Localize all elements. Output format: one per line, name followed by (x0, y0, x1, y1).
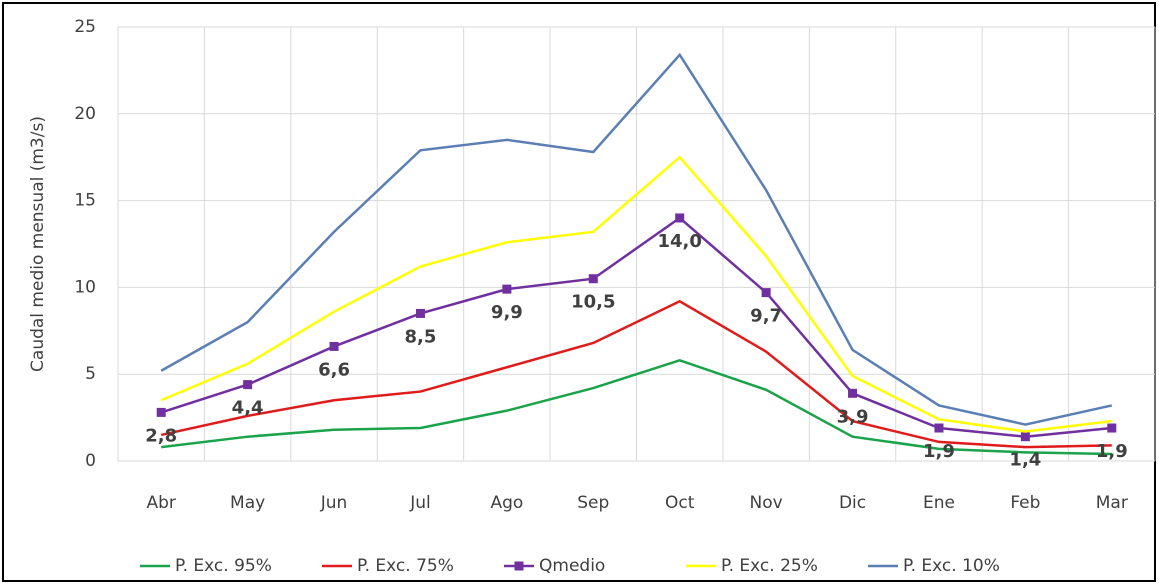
y-tick-label: 5 (85, 364, 96, 384)
x-tick-label: Mar (1096, 493, 1128, 513)
series-line (161, 358, 1112, 456)
x-tick-label: May (230, 493, 265, 513)
data-label: 9,9 (491, 302, 523, 323)
point-marker (934, 423, 944, 433)
point-marker (1020, 432, 1030, 442)
legend-label: P. Exc. 10% (903, 556, 1000, 576)
legend-label: Qmedio (539, 556, 605, 576)
data-label: 10,5 (571, 292, 615, 313)
point-marker (675, 213, 685, 223)
legend-label: P. Exc. 75% (357, 556, 454, 576)
x-tick-label: Ene (923, 493, 955, 513)
series-line (160, 155, 1112, 433)
legend-label: P. Exc. 95% (175, 556, 272, 576)
y-tick-label: 25 (74, 17, 96, 37)
series-line (160, 52, 1113, 426)
point-marker (1107, 423, 1117, 433)
point-marker (415, 308, 425, 318)
data-label: 9,7 (750, 306, 782, 327)
data-label: 3,9 (837, 406, 869, 427)
legend-label: P. Exc. 25% (721, 556, 818, 576)
point-marker (588, 274, 598, 284)
data-label: 1,9 (923, 441, 955, 462)
series-line (160, 216, 1112, 438)
point-marker (156, 407, 166, 417)
x-tick-label: Sep (577, 493, 609, 513)
data-label: 1,9 (1096, 441, 1128, 462)
x-tick-label: Feb (1010, 493, 1040, 513)
data-label: 14,0 (657, 231, 701, 252)
point-marker (848, 388, 858, 398)
data-label: 8,5 (405, 326, 437, 347)
x-tick-label: Abr (146, 493, 175, 513)
y-tick-label: 10 (74, 277, 96, 297)
data-label: 4,4 (232, 398, 264, 419)
x-tick-label: Jul (409, 493, 431, 513)
x-tick-label: Dic (839, 493, 866, 513)
y-tick-label: 20 (74, 104, 96, 124)
series-line (160, 299, 1112, 449)
x-tick-label: Nov (750, 493, 783, 513)
x-tick-label: Ago (490, 493, 523, 513)
legend-marker (514, 561, 524, 571)
y-tick-label: 15 (74, 191, 96, 211)
data-label: 1,4 (1009, 450, 1041, 471)
data-label: 6,6 (318, 359, 350, 380)
data-label: 2,8 (145, 425, 177, 446)
x-tick-label: Oct (665, 493, 695, 513)
point-marker (761, 288, 771, 298)
point-marker (329, 341, 339, 351)
x-tick-label: Jun (320, 493, 348, 513)
y-tick-label: 0 (85, 451, 96, 471)
point-marker (502, 284, 512, 294)
y-axis-label: Caudal medio mensual (m3/s) (28, 116, 48, 372)
point-marker (243, 380, 253, 390)
